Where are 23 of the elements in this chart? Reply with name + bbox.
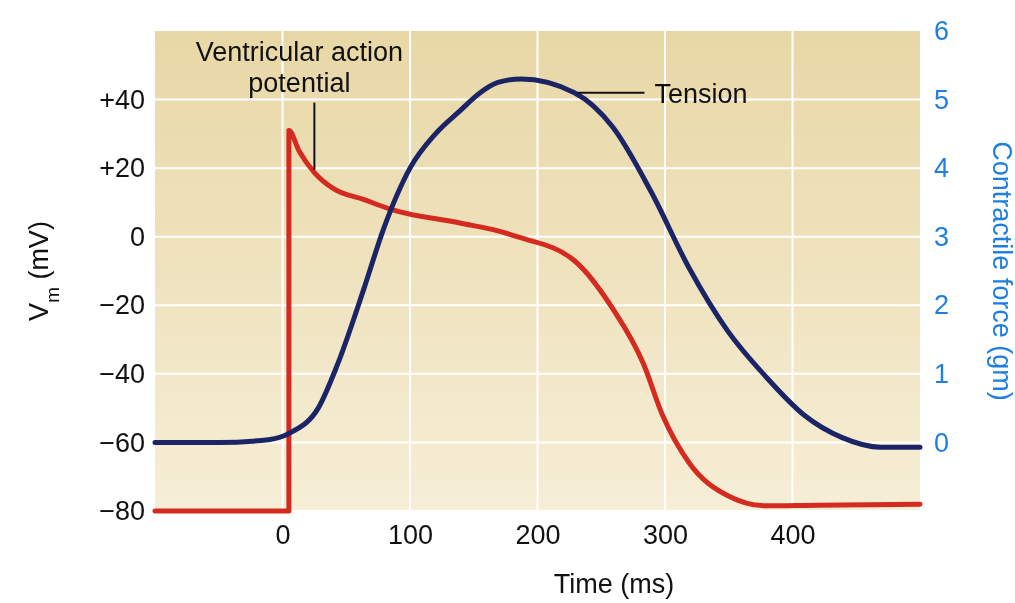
y-tick-label: −60 <box>99 427 145 458</box>
y-tick-label: −40 <box>99 359 145 389</box>
y2-tick-label: 4 <box>934 153 950 184</box>
text: Ventricular action potential <box>195 36 403 98</box>
y-tick-label: 0 <box>129 221 145 252</box>
x-axis-title: Time (ms) <box>553 569 675 599</box>
y2-tick-label: 6 <box>934 16 950 47</box>
y-tick-label: +20 <box>99 153 145 184</box>
x-tick-label: 200 <box>515 520 561 551</box>
y-tick-label: −20 <box>99 290 145 321</box>
x-tick-label: 100 <box>387 520 434 551</box>
y2-tick-label: 2 <box>934 290 950 321</box>
y2-tick-label: 1 <box>934 359 950 389</box>
y2-axis-title: Contractile force (gm) <box>987 141 1015 401</box>
y2-tick-label: 0 <box>934 427 950 458</box>
x-tick-label: 0 <box>275 520 291 551</box>
y-tick-label: −80 <box>99 496 145 527</box>
x-tick-label: 400 <box>770 520 816 551</box>
y2-tick-label: 5 <box>934 84 950 115</box>
x-tick-label: 300 <box>642 520 689 551</box>
y2-tick-label: 3 <box>934 221 950 252</box>
series-label: Tension <box>654 78 748 109</box>
y-tick-label: +40 <box>99 84 145 115</box>
